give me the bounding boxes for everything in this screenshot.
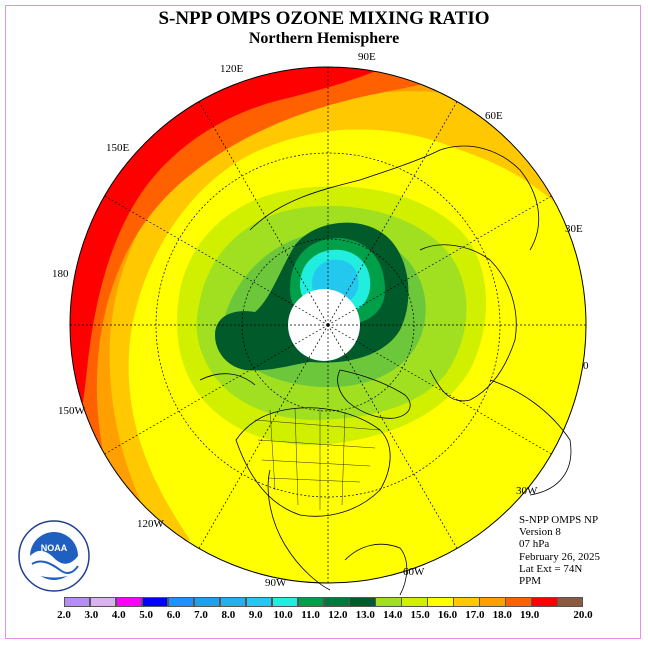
map-border-circle (69, 66, 587, 584)
lon-label-90w: 90W (265, 577, 287, 589)
colorbar-swatch (297, 597, 324, 607)
colorbar-swatch (323, 597, 350, 607)
south-america-outline (344, 543, 408, 596)
colorbar-label: 15.0 (410, 609, 430, 621)
lon-label-30w: 30W (516, 485, 538, 497)
graticule (70, 67, 586, 583)
colorbar-label: 4.0 (111, 609, 126, 621)
colorbar-swatch (115, 597, 143, 607)
noaa-logo: NOAA (18, 520, 90, 592)
lon-label-150e: 150E (106, 142, 130, 154)
meridian-line (104, 195, 329, 326)
colorbar-swatch (349, 597, 376, 607)
colorbar-swatch (245, 597, 273, 607)
lat-ext-label: Lat Ext = 74N (519, 562, 583, 575)
lon-label-0: 0 (583, 360, 589, 372)
colorbar-swatch (141, 597, 169, 607)
lon-label-90e: 90E (358, 51, 376, 63)
colorbar-label: 12.0 (328, 609, 348, 621)
colorbar-label: 7.0 (194, 609, 208, 621)
colorbar-label: 13.0 (355, 609, 375, 621)
north-america-outline (235, 407, 391, 517)
colorbar-swatch (64, 597, 91, 607)
map-subtitle: Northern Hemisphere (248, 30, 400, 47)
meridian-line (327, 101, 458, 326)
colorbar-swatch (271, 597, 299, 607)
image-frame (5, 5, 641, 639)
colorbar-label: 16.0 (437, 609, 458, 621)
meridian-line (104, 324, 329, 455)
colorbar-swatch (505, 597, 532, 607)
pressure-label: 07 hPa (519, 538, 550, 551)
meridian-line (198, 324, 329, 549)
lon-label-150w: 150W (58, 405, 85, 417)
info-block: S-NPP OMPS NP Version 8 07 hPa February … (519, 514, 600, 587)
lon-label-60w: 60W (403, 566, 425, 578)
colorbar-label: 8.0 (221, 609, 236, 621)
units-label: PPM (519, 575, 542, 588)
colorbar-label: 18.0 (492, 609, 512, 621)
lon-label-180: 180 (52, 268, 69, 280)
map-title: S-NPP OMPS OZONE MIXING RATIO (158, 8, 490, 29)
instrument-label: S-NPP OMPS NP (519, 514, 599, 526)
colorbar-label: 14.0 (383, 609, 403, 621)
colorbar-label: 17.0 (465, 609, 485, 621)
version-label: Version 8 (519, 526, 561, 539)
colorbar-swatch (89, 597, 117, 607)
lon-label-30e: 30E (565, 223, 583, 235)
colorbar-swatch (167, 597, 195, 607)
colorbar-swatch (427, 597, 454, 607)
date-label: February 26, 2025 (519, 550, 600, 563)
lon-label-60e: 60E (485, 110, 503, 122)
colorbar-label: 20.0 (573, 609, 593, 621)
lon-label-120e: 120E (220, 63, 244, 75)
colorbar-label: 5.0 (139, 609, 154, 621)
greenland-outline (337, 369, 411, 419)
meridian-line (327, 195, 552, 326)
colorbar-label: 3.0 (84, 609, 99, 621)
colorbar-label: 19.0 (520, 609, 540, 621)
colorbar-label: 9.0 (248, 609, 263, 621)
colorbar-swatch (219, 597, 247, 607)
field-18-19 (70, 67, 520, 520)
colorbar-swatch (453, 597, 480, 607)
field-19-20 (70, 67, 400, 430)
colorbar-label: 11.0 (301, 609, 320, 621)
noaa-logo-text: NOAA (41, 543, 68, 553)
meridian-line (198, 101, 329, 326)
asia-outline (249, 145, 540, 251)
meridian-line (327, 324, 458, 549)
colorbar-swatch (479, 597, 506, 607)
colorbar-swatch (401, 597, 428, 607)
lon-label-120w: 120W (137, 518, 164, 530)
europe-outline (419, 244, 517, 402)
us-states (254, 407, 381, 510)
colorbar-swatch (557, 597, 584, 607)
field-16-17 (70, 67, 586, 583)
alaska-outline (199, 373, 256, 386)
colorbar-swatch (531, 597, 558, 607)
colorbar-label: 2.0 (57, 609, 71, 621)
africa-outline (489, 379, 572, 496)
meridian-line (327, 324, 552, 455)
colorbar-swatch (375, 597, 402, 607)
colorbar-label: 6.0 (166, 609, 181, 621)
colorbar-label: 10.0 (273, 609, 293, 621)
colorbar-swatch (193, 597, 221, 607)
